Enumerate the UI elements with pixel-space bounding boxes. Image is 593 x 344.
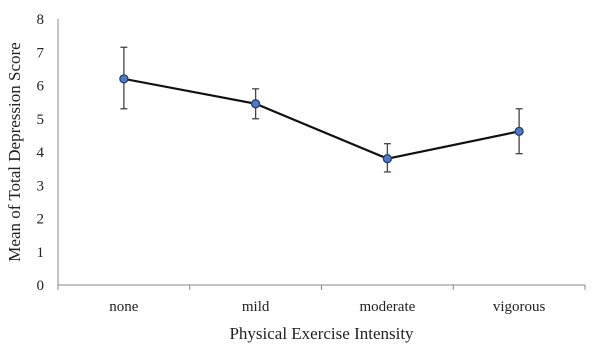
y-tick-label: 5 [37, 112, 45, 128]
x-tick-label: moderate [359, 299, 415, 315]
data-point [514, 126, 524, 137]
y-axis-tick-labels: 0 1 2 3 4 5 6 7 8 [37, 12, 45, 294]
x-tick-label: vigorous [493, 299, 546, 315]
y-tick-label: 0 [37, 278, 45, 294]
y-tick-label: 4 [37, 145, 45, 161]
series-lines [123, 77, 520, 160]
data-point [382, 153, 393, 164]
data-points [119, 74, 524, 164]
y-tick-label: 3 [37, 178, 45, 194]
data-point [250, 99, 261, 109]
y-tick-label: 2 [37, 212, 45, 228]
y-tick-label: 6 [37, 79, 45, 95]
series-line [123, 77, 520, 160]
x-axis-tick-labels: none mild moderate vigorous [109, 299, 545, 315]
x-tick-label: mild [242, 299, 270, 315]
x-tick-label: none [109, 299, 139, 315]
x-axis-title: Physical Exercise Intensity [229, 324, 414, 343]
axes [57, 19, 586, 290]
y-tick-label: 1 [37, 245, 45, 261]
y-tick-label: 8 [37, 12, 45, 28]
y-axis-title: Mean of Total Depression Score [5, 42, 24, 261]
error-bars [120, 46, 523, 173]
data-point [119, 74, 129, 84]
y-tick-label: 7 [37, 45, 45, 61]
